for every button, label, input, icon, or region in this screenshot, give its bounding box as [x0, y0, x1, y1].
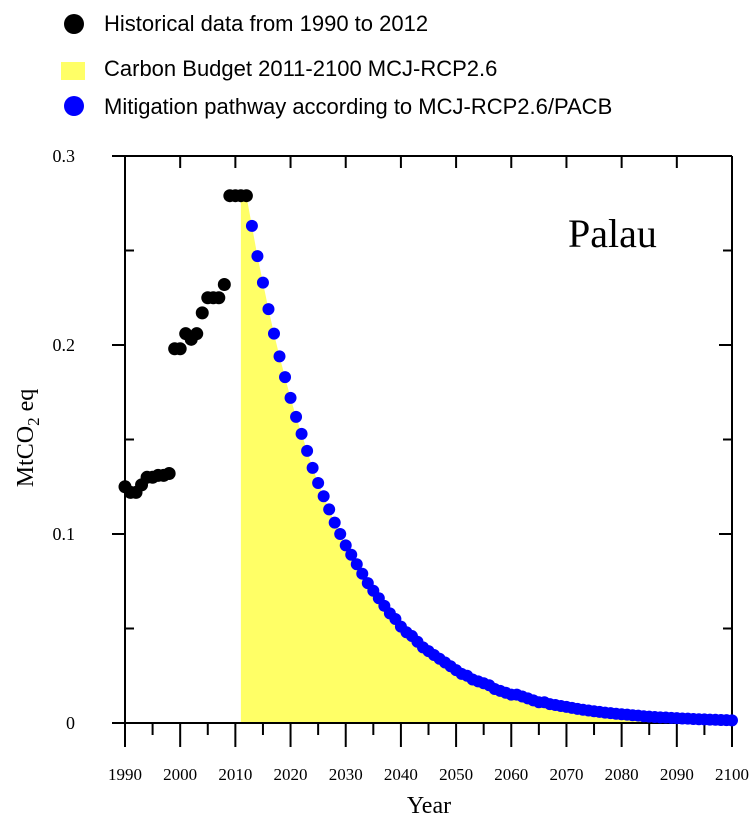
legend-marker-budget: [61, 62, 85, 80]
x-tick-label: 2050: [439, 765, 473, 784]
y-axis-title: MtCO2 eq: [13, 389, 43, 488]
y-axis-title-suffix: eq: [13, 389, 39, 418]
y-axis-title-main: MtCO: [13, 426, 39, 487]
pathway-point: [345, 548, 358, 561]
x-tick-label: 2020: [274, 765, 308, 784]
pathway-point: [290, 410, 303, 423]
pathway-point: [273, 350, 286, 363]
pathway-point: [245, 219, 258, 232]
y-tick-label: 0.1: [53, 524, 76, 544]
legend: Historical data from 1990 to 2012 Carbon…: [61, 11, 612, 119]
y-tick-label: 0.3: [53, 146, 76, 166]
data-points: [118, 189, 738, 727]
pathway-point: [328, 516, 341, 529]
pathway-point: [262, 303, 275, 316]
historical-point: [212, 291, 226, 305]
legend-item-historical: Historical data from 1990 to 2012: [64, 11, 428, 36]
x-axis-title: Year: [407, 793, 451, 819]
historical-point: [195, 306, 209, 320]
pathway-point: [306, 461, 319, 474]
pathway-point: [301, 444, 314, 457]
axes: [112, 155, 733, 747]
historical-point: [162, 467, 176, 481]
y-axis-title-subscript: 2: [24, 417, 43, 426]
legend-marker-historical: [64, 14, 84, 34]
x-tick-label: 2090: [660, 765, 694, 784]
pathway-point: [256, 276, 269, 289]
x-tick-label: 2080: [605, 765, 639, 784]
legend-marker-pathway: [64, 96, 84, 116]
y-tick-label: 0.2: [53, 335, 76, 355]
pathway-point: [279, 371, 292, 384]
legend-label-budget: Carbon Budget 2011-2100 MCJ-RCP2.6: [104, 56, 497, 81]
pathway-point: [339, 539, 352, 552]
x-tick-label: 2070: [549, 765, 583, 784]
pathway-point: [295, 427, 308, 440]
historical-point: [190, 327, 204, 341]
pathway-point: [350, 558, 363, 571]
legend-label-historical: Historical data from 1990 to 2012: [104, 11, 428, 36]
historical-point: [239, 189, 253, 203]
pathway-point: [726, 714, 738, 727]
carbon-budget-fill: [240, 195, 732, 723]
pathway-point: [251, 250, 264, 263]
pathway-point: [267, 327, 280, 340]
pathway-point: [317, 490, 330, 503]
x-tick-label: 2030: [329, 765, 363, 784]
x-tick-label: 1990: [108, 765, 142, 784]
legend-item-budget: Carbon Budget 2011-2100 MCJ-RCP2.6: [61, 56, 497, 81]
x-tick-label: 2040: [384, 765, 418, 784]
x-tick-label: 2060: [494, 765, 528, 784]
country-label: Palau: [568, 211, 657, 256]
x-tick-label: 2000: [163, 765, 197, 784]
x-tick-label: 2100: [715, 765, 749, 784]
carbon-budget-area: [240, 195, 732, 723]
pathway-point: [334, 528, 347, 540]
historical-point: [173, 342, 187, 356]
pathway-point: [284, 391, 297, 404]
historical-point: [217, 278, 231, 292]
y-tick-label: 0: [66, 713, 75, 733]
x-tick-label: 2010: [218, 765, 252, 784]
tick-labels: 1990 2000 2010 2020 2030 2040 2050 2060 2070 2080…: [53, 146, 750, 784]
pathway-point: [323, 503, 336, 516]
pathway-point: [356, 567, 369, 580]
pathway-point: [312, 476, 325, 489]
legend-label-pathway: Mitigation pathway according to MCJ-RCP2…: [104, 94, 612, 119]
legend-item-pathway: Mitigation pathway according to MCJ-RCP2…: [64, 94, 612, 119]
